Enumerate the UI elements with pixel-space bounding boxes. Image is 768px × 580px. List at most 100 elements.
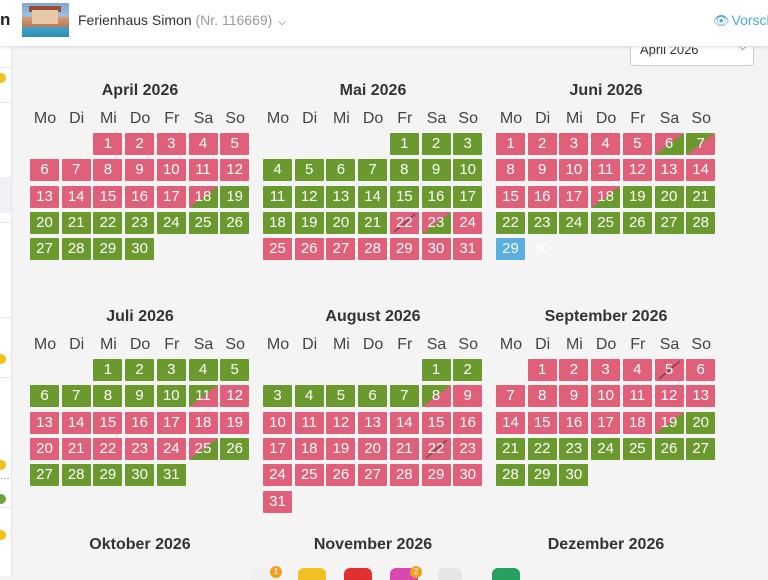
- day-cell-booked[interactable]: 10: [263, 411, 292, 434]
- day-cell[interactable]: 30: [533, 240, 551, 258]
- day-cell-free[interactable]: 27: [30, 238, 59, 261]
- day-cell-free[interactable]: 1: [93, 359, 123, 381]
- day-cell-booked[interactable]: 11: [294, 411, 324, 434]
- day-cell-free[interactable]: 6: [358, 385, 388, 408]
- day-cell-booked[interactable]: 22: [93, 437, 123, 460]
- day-cell-booked[interactable]: 11: [591, 159, 621, 182]
- day-cell-booked[interactable]: 29: [389, 238, 419, 261]
- day-cell-booked[interactable]: 5: [622, 133, 652, 155]
- day-cell-free[interactable]: 9: [421, 159, 451, 182]
- day-cell-free[interactable]: 7: [61, 385, 91, 408]
- day-cell-changeover[interactable]: 5: [654, 359, 684, 381]
- day-cell-booked[interactable]: 18: [294, 437, 324, 460]
- day-cell-free[interactable]: 11: [263, 185, 292, 208]
- day-cell-booked[interactable]: 25: [263, 238, 292, 261]
- day-cell-booked[interactable]: 6: [30, 159, 59, 182]
- day-cell-free[interactable]: 23: [527, 211, 557, 234]
- day-cell-booked[interactable]: 16: [559, 411, 589, 434]
- day-cell-free[interactable]: 22: [496, 211, 525, 234]
- day-cell-booked[interactable]: 16: [125, 411, 155, 434]
- day-cell-booked[interactable]: 14: [61, 185, 91, 208]
- day-cell-free[interactable]: 20: [30, 211, 59, 234]
- day-cell-checkout[interactable]: 18: [188, 185, 218, 208]
- day-cell-free[interactable]: 26: [220, 211, 250, 234]
- day-cell-booked[interactable]: 31: [453, 238, 483, 261]
- day-cell-free[interactable]: 28: [686, 211, 716, 234]
- day-cell-free[interactable]: 2: [421, 133, 451, 155]
- day-cell-free[interactable]: 6: [326, 159, 356, 182]
- day-cell-booked[interactable]: 16: [125, 185, 155, 208]
- day-cell-booked[interactable]: 17: [559, 185, 589, 208]
- day-cell-booked[interactable]: 15: [421, 411, 451, 434]
- day-cell-booked[interactable]: 7: [61, 159, 91, 182]
- day-cell-free[interactable]: 12: [294, 185, 324, 208]
- bottom-app-icon[interactable]: [438, 568, 462, 580]
- day-cell-booked[interactable]: 12: [654, 385, 684, 408]
- day-cell-free[interactable]: 21: [496, 437, 525, 460]
- day-cell-booked[interactable]: 7: [496, 385, 525, 408]
- day-cell-booked[interactable]: 15: [496, 185, 525, 208]
- day-cell-booked[interactable]: 4: [622, 359, 652, 381]
- day-cell-booked[interactable]: 8: [527, 385, 557, 408]
- day-cell-booked[interactable]: 10: [559, 159, 589, 182]
- day-cell-booked[interactable]: 24: [156, 437, 186, 460]
- day-cell-free[interactable]: 24: [156, 211, 186, 234]
- day-cell-free[interactable]: 10: [156, 385, 186, 408]
- day-cell-free[interactable]: 21: [358, 211, 388, 234]
- day-cell-free[interactable]: 5: [220, 359, 250, 381]
- day-cell-free[interactable]: 28: [61, 464, 91, 487]
- day-cell-free[interactable]: 27: [30, 464, 59, 487]
- day-cell-free[interactable]: 29: [527, 464, 557, 487]
- day-cell-booked[interactable]: 31: [263, 490, 292, 513]
- day-cell-free[interactable]: 4: [294, 385, 324, 408]
- day-cell-changeover[interactable]: 22: [421, 437, 451, 460]
- day-cell-booked[interactable]: 20: [358, 437, 388, 460]
- day-cell-free[interactable]: 1: [421, 359, 451, 381]
- day-cell-free[interactable]: 22: [93, 211, 123, 234]
- day-cell-free[interactable]: 7: [389, 385, 419, 408]
- day-cell-booked[interactable]: 3: [559, 133, 589, 155]
- day-cell-free[interactable]: 6: [30, 385, 59, 408]
- day-cell-booked[interactable]: 16: [527, 185, 557, 208]
- day-cell-booked[interactable]: 14: [686, 159, 716, 182]
- day-cell-booked[interactable]: 10: [591, 385, 621, 408]
- day-cell-booked[interactable]: 27: [358, 464, 388, 487]
- day-cell-free[interactable]: 22: [527, 437, 557, 460]
- day-cell-booked[interactable]: 3: [156, 133, 186, 155]
- day-cell-booked[interactable]: 17: [156, 411, 186, 434]
- day-cell-free[interactable]: 4: [188, 359, 218, 381]
- day-cell-checkin[interactable]: 11: [188, 385, 218, 408]
- day-cell-checkin[interactable]: 8: [421, 385, 451, 408]
- day-cell-free[interactable]: 5: [326, 385, 356, 408]
- day-cell-booked[interactable]: 19: [220, 411, 250, 434]
- day-cell-booked[interactable]: 30: [453, 464, 483, 487]
- day-cell-free[interactable]: 14: [358, 185, 388, 208]
- day-cell-free[interactable]: 29: [93, 238, 123, 261]
- property-thumbnail[interactable]: [22, 3, 69, 37]
- day-cell-checkout[interactable]: 19: [654, 411, 684, 434]
- day-cell-booked[interactable]: 14: [61, 411, 91, 434]
- day-cell-booked[interactable]: 17: [263, 437, 292, 460]
- day-cell-booked[interactable]: 26: [294, 238, 324, 261]
- day-cell-free[interactable]: 9: [125, 385, 155, 408]
- day-cell-booked[interactable]: 23: [453, 437, 483, 460]
- day-cell-booked[interactable]: 25: [294, 464, 324, 487]
- day-cell-free[interactable]: 3: [263, 385, 292, 408]
- day-cell-free[interactable]: 10: [453, 159, 483, 182]
- day-cell-checkout[interactable]: 18: [591, 185, 621, 208]
- day-cell-booked[interactable]: 16: [453, 411, 483, 434]
- bottom-app-icon[interactable]: [344, 568, 372, 580]
- day-cell-booked[interactable]: 3: [591, 359, 621, 381]
- day-cell-booked[interactable]: 11: [622, 385, 652, 408]
- bottom-app-icon[interactable]: [492, 568, 520, 580]
- day-cell-free[interactable]: 21: [686, 185, 716, 208]
- day-cell-booked[interactable]: 20: [30, 437, 59, 460]
- day-cell-free[interactable]: 27: [654, 211, 684, 234]
- day-cell-booked[interactable]: 17: [156, 185, 186, 208]
- day-cell-booked[interactable]: 13: [30, 185, 59, 208]
- day-cell-booked[interactable]: 12: [220, 159, 250, 182]
- day-cell-free[interactable]: 2: [453, 359, 483, 381]
- day-cell-booked[interactable]: 13: [686, 385, 716, 408]
- day-cell-booked[interactable]: 14: [389, 411, 419, 434]
- day-cell-free[interactable]: 25: [188, 211, 218, 234]
